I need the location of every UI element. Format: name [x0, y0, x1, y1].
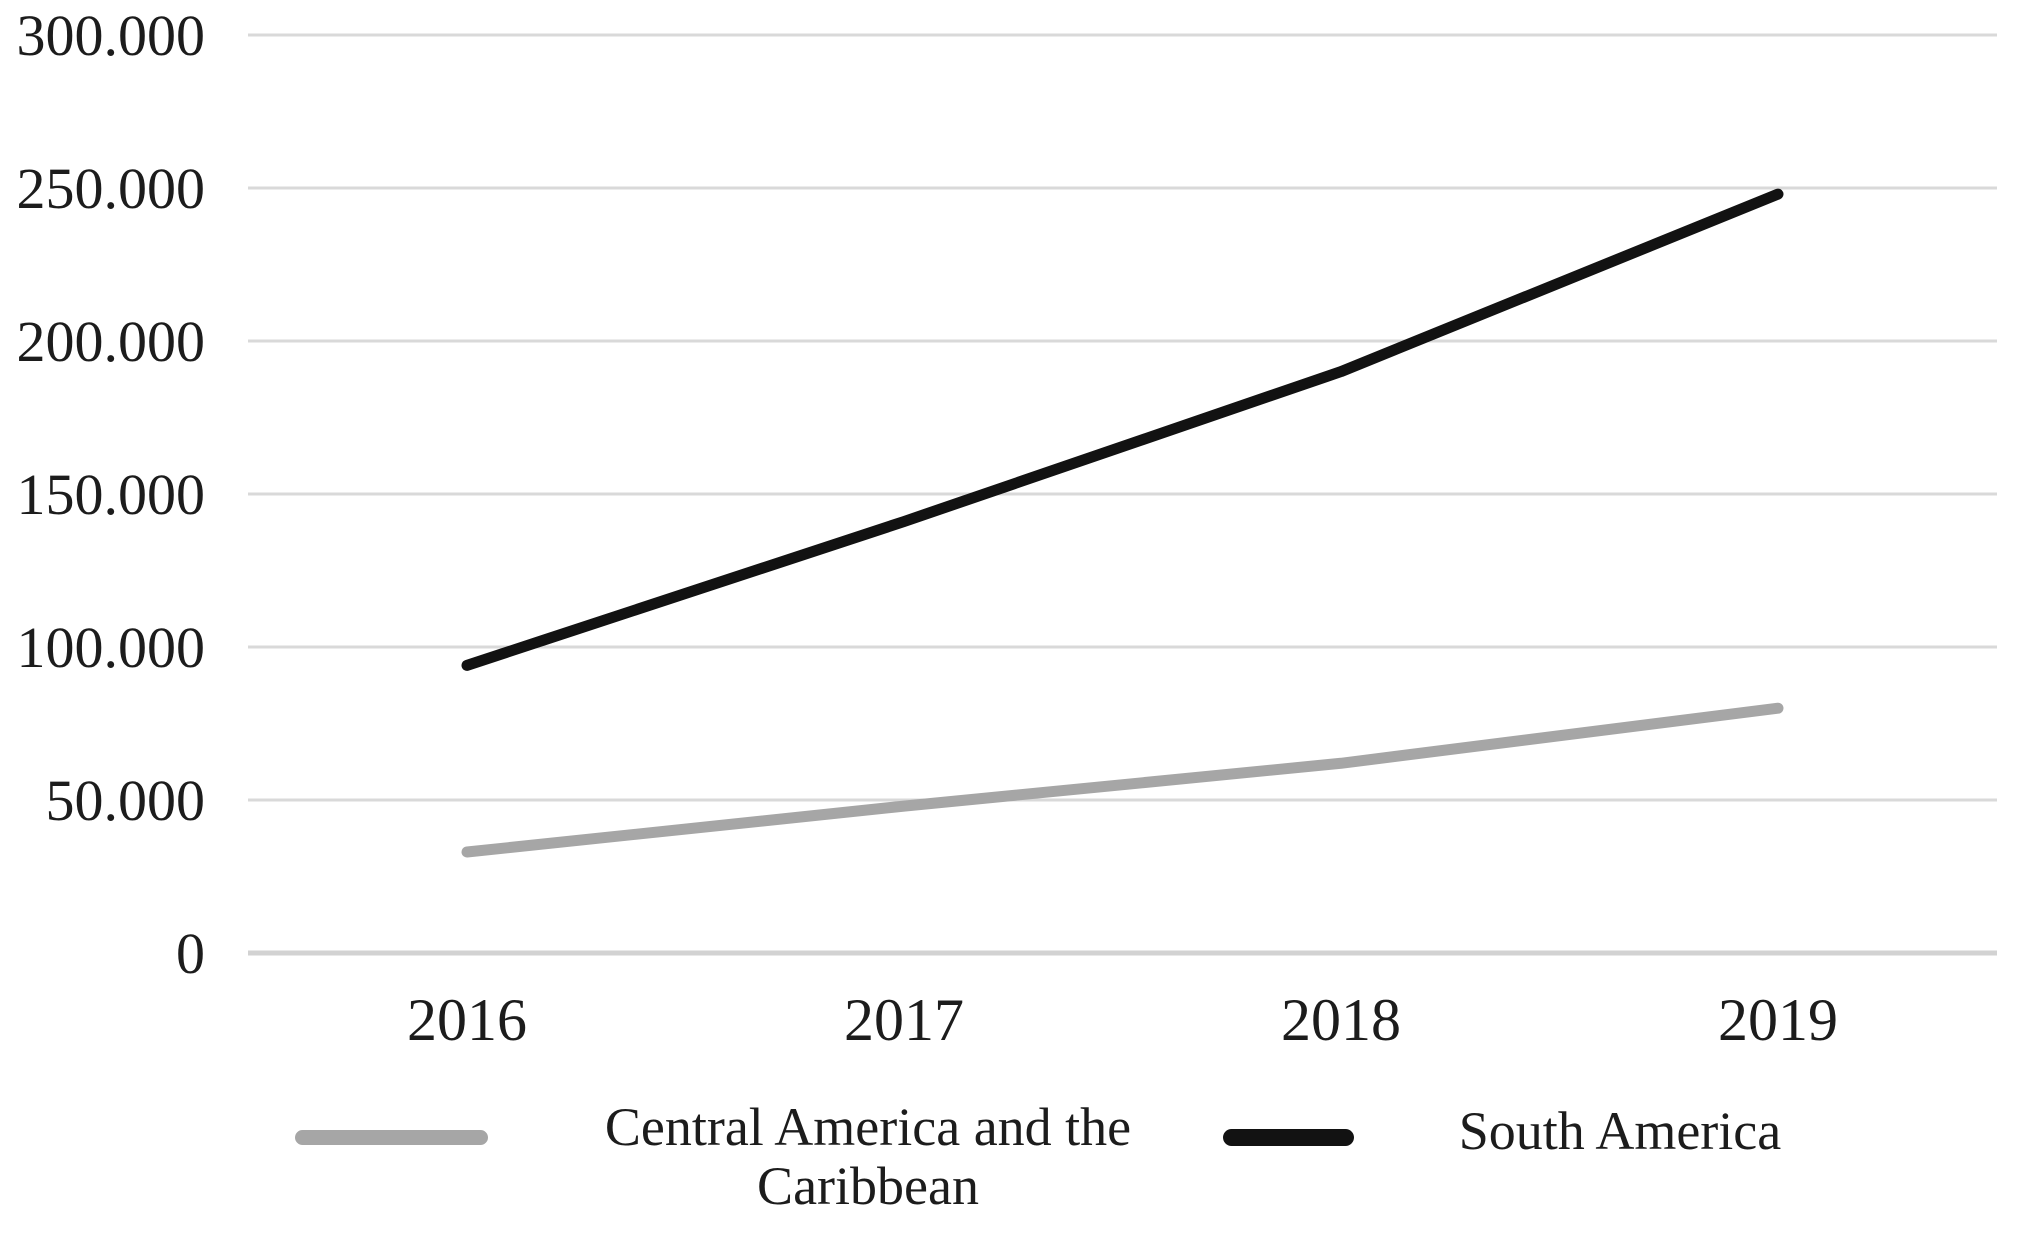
y-tick-label: 200.000 [17, 309, 206, 374]
y-tick-label: 100.000 [17, 615, 206, 680]
y-tick-label: 0 [176, 921, 205, 986]
x-tick-label: 2018 [1281, 987, 1401, 1053]
series-line-central-america-and-the-caribbean [461, 702, 1784, 858]
y-tick-label: 250.000 [17, 156, 206, 221]
y-tick-label: 50.000 [46, 768, 206, 833]
x-tick-label: 2016 [407, 987, 527, 1053]
y-tick-label: 150.000 [17, 462, 206, 527]
x-tick-label: 2019 [1718, 987, 1838, 1053]
y-tick-label: 300.000 [17, 3, 206, 68]
series-line-south-america [461, 188, 1784, 671]
x-tick-label: 2017 [844, 987, 964, 1053]
